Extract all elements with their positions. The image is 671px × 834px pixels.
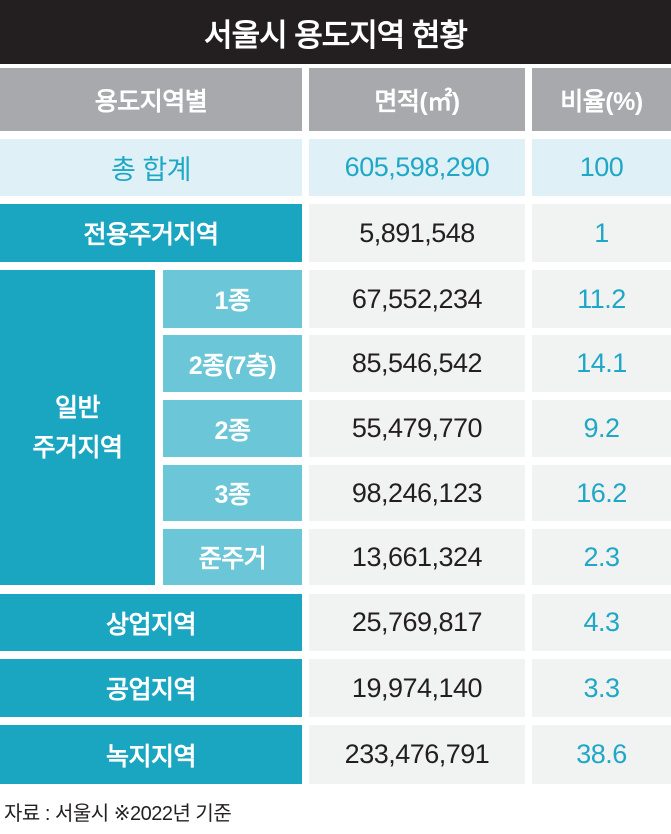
row-ratio: 3.3 [532,659,671,717]
group-label-line1: 일반 [54,393,101,422]
row-ratio: 38.6 [532,725,671,784]
row-ratio: 9.2 [532,400,671,457]
header-area: 면적(㎡) [309,68,525,131]
header-ratio: 비율(%) [532,68,671,131]
row-label: 전용주거지역 [0,204,302,262]
row-label: 2종(7층) [163,335,302,392]
total-label: 총 합계 [0,139,302,196]
row-area: 25,769,817 [309,594,525,651]
row-area: 5,891,548 [309,204,525,262]
header-zone: 용도지역별 [0,68,302,131]
row-label: 2종 [163,400,302,457]
row-label: 1종 [163,270,302,328]
row-area: 19,974,140 [309,659,525,717]
chart-title: 서울시 용도지역 현황 [0,0,671,64]
row-area: 67,552,234 [309,270,525,328]
row-area: 233,476,791 [309,725,525,784]
row-ratio: 2.3 [532,529,671,585]
row-area: 85,546,542 [309,335,525,392]
row-label: 준주거 [163,529,302,585]
row-label: 상업지역 [0,594,302,651]
row-area: 55,479,770 [309,400,525,457]
row-area: 13,661,324 [309,529,525,585]
group-label-line2: 주거지역 [32,433,123,462]
total-area: 605,598,290 [309,139,525,196]
source-note: 자료 : 서울시 ※2022년 기준 [4,802,232,825]
general-residential-group-label: 일반 주거지역 [0,270,155,585]
total-ratio: 100 [532,139,671,196]
row-ratio: 4.3 [532,594,671,651]
row-area: 98,246,123 [309,465,525,521]
row-label: 녹지지역 [0,725,302,784]
row-ratio: 1 [532,204,671,262]
row-ratio: 11.2 [532,270,671,328]
row-label: 공업지역 [0,659,302,717]
row-ratio: 14.1 [532,335,671,392]
row-ratio: 16.2 [532,465,671,521]
row-label: 3종 [163,465,302,521]
